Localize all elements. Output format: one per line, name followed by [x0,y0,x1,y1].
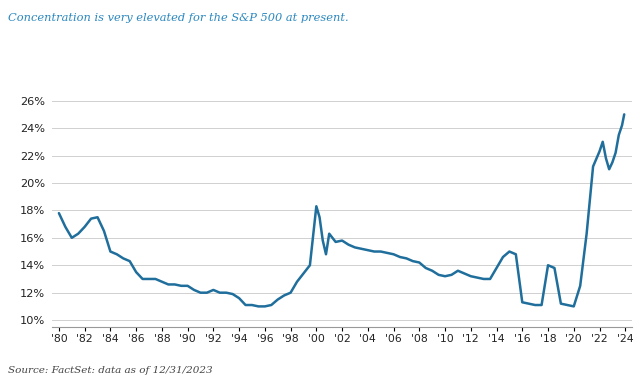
Text: Concentration is very elevated for the S&P 500 at present.: Concentration is very elevated for the S… [8,13,348,23]
Text: Source: FactSet: data as of 12/31/2023: Source: FactSet: data as of 12/31/2023 [8,366,212,375]
Text: Figure 6:  Weight of the Largest 5 Stocks in the S&P 500: Figure 6: Weight of the Largest 5 Stocks… [6,51,560,68]
